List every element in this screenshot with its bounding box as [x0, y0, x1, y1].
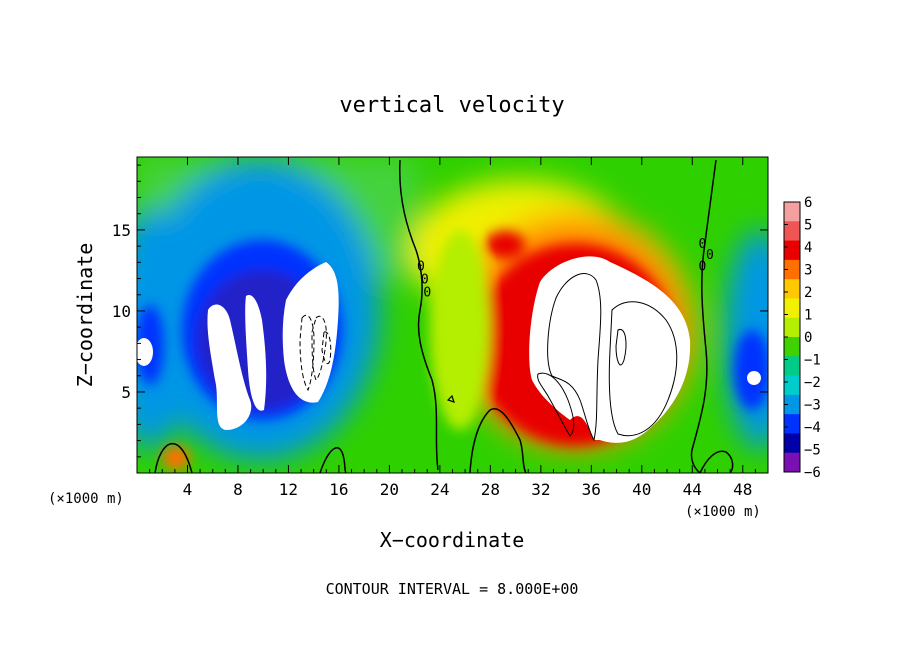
colorbar-swatch: [784, 337, 800, 357]
x-tick-label: 12: [279, 480, 298, 499]
y-axis-label: Z−coordinate: [73, 243, 97, 388]
colorbar-tick-label: 1: [804, 308, 812, 324]
contour-label: 0: [421, 273, 429, 288]
colorbar-tick-label: 2: [804, 285, 812, 301]
downdraft-core-mid: [245, 295, 267, 411]
x-tick-label: 20: [380, 480, 399, 499]
downdraft-core-right: [282, 262, 339, 403]
contour-label: 0: [698, 260, 706, 275]
y-axis: 5 10 15: [112, 164, 768, 458]
colorbar-tick-label: −2: [804, 375, 821, 391]
contour-label: 0: [698, 237, 706, 252]
y-tick-label: 15: [112, 221, 131, 240]
downdraft-edge-left: [137, 338, 153, 366]
x-tick-label: 28: [481, 480, 500, 499]
colorbar-swatch: [784, 221, 800, 242]
x-tick-label: 32: [531, 480, 550, 499]
colorbar-swatch: [784, 414, 800, 434]
colorbar-tick-label: −4: [804, 420, 821, 436]
colorbar-swatch: [784, 259, 800, 280]
colorbar-swatch: [784, 317, 800, 338]
x-tick-label: 16: [329, 480, 348, 499]
x-tick-label: 4: [183, 480, 193, 499]
x-tick-label: 44: [683, 480, 702, 499]
x-axis-label: X−coordinate: [380, 528, 525, 552]
y-tick-label: 10: [112, 302, 131, 321]
colorbar-swatch: [784, 202, 800, 222]
colorbar-tick-label: 5: [804, 218, 812, 234]
downdraft-core-left: [207, 304, 252, 430]
colorbar-swatch: [784, 375, 800, 396]
contour-interval-note: CONTOUR INTERVAL = 8.000E+00: [326, 580, 579, 598]
colorbar-swatch: [784, 240, 800, 261]
x-tick-label: 40: [632, 480, 651, 499]
x-tick-label: 24: [430, 480, 449, 499]
downdraft-edge-right: [747, 371, 761, 385]
contour-label: 0: [423, 286, 431, 301]
chart-title: vertical velocity: [339, 93, 564, 118]
y-tick-label: 5: [121, 383, 131, 402]
colorbar-tick-label: 0: [804, 330, 812, 346]
colorbar-tick-label: 3: [804, 263, 812, 279]
colorbar-swatch: [784, 298, 800, 319]
colorbar-tick-label: 6: [804, 195, 812, 211]
colorbar-swatch: [784, 452, 800, 473]
colorbar-swatch: [784, 433, 800, 454]
contour-lines: [154, 159, 734, 473]
contour-label: 0: [417, 260, 425, 275]
colorbar-swatch: [784, 279, 800, 299]
x-unit-label-right: (×1000 m): [685, 504, 761, 520]
colorbar-tick-label: −1: [804, 353, 821, 369]
x-tick-label: 8: [233, 480, 243, 499]
x-unit-label-left: (×1000 m): [48, 491, 124, 507]
colorbar-tick-label: −6: [804, 465, 821, 481]
x-axis: 4 8 12 16 20 24 28 32 36 40 44 48: [149, 157, 756, 499]
colorbar-tick-label: −3: [804, 398, 821, 414]
contour-label: 0: [706, 248, 714, 263]
x-tick-label: 48: [733, 480, 752, 499]
colorbar-tick-label: 4: [804, 240, 812, 256]
x-tick-label: 36: [582, 480, 601, 499]
colorbar-tick-label: −5: [804, 443, 821, 459]
colorbar: 6 5 4 3 2 1 0 −1 −2 −3 −4 −5 −6: [783, 195, 821, 481]
colorbar-swatch: [784, 356, 800, 377]
colorbar-swatch: [784, 394, 800, 415]
